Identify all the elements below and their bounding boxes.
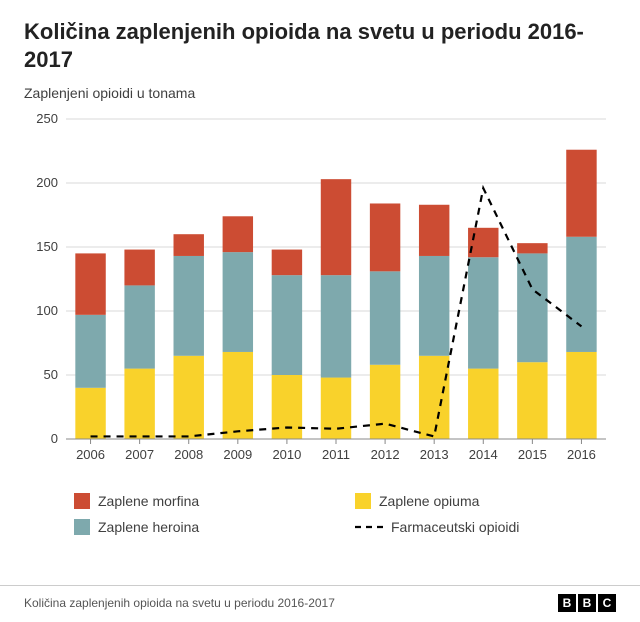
bar-opium-2009 (223, 352, 253, 439)
bar-opium-2007 (124, 369, 154, 439)
svg-text:2013: 2013 (420, 447, 449, 462)
bar-heroin-2012 (370, 271, 400, 364)
bar-heroin-2007 (124, 285, 154, 368)
bar-heroin-2016 (566, 237, 596, 352)
bar-heroin-2013 (419, 256, 449, 356)
legend-label-pharma: Farmaceutski opioidi (391, 519, 519, 535)
bar-morphine-2007 (124, 250, 154, 286)
bar-morphine-2011 (321, 179, 351, 275)
legend-swatch-heroin (74, 519, 90, 535)
bbc-logo-c: C (598, 594, 616, 612)
legend-label-morphine: Zaplene morfina (98, 493, 199, 509)
svg-text:200: 200 (36, 175, 58, 190)
footer: Količina zaplenjenih opioida na svetu u … (0, 585, 640, 622)
svg-text:2015: 2015 (518, 447, 547, 462)
chart-container: Količina zaplenjenih opioida na svetu u … (0, 0, 640, 622)
bbc-logo-b1: B (558, 594, 576, 612)
bar-heroin-2010 (272, 275, 302, 375)
bar-morphine-2012 (370, 203, 400, 271)
bar-morphine-2014 (468, 228, 498, 257)
svg-text:50: 50 (44, 367, 58, 382)
bar-heroin-2014 (468, 257, 498, 368)
svg-text:2010: 2010 (272, 447, 301, 462)
legend-swatch-opium (355, 493, 371, 509)
bar-morphine-2013 (419, 205, 449, 256)
svg-text:2006: 2006 (76, 447, 105, 462)
legend-label-opium: Zaplene opiuma (379, 493, 479, 509)
bar-opium-2008 (174, 356, 204, 439)
bar-morphine-2015 (517, 243, 547, 253)
legend-item-pharma: Farmaceutski opioidi (355, 519, 616, 535)
bar-opium-2016 (566, 352, 596, 439)
bar-opium-2012 (370, 365, 400, 439)
footer-text: Količina zaplenjenih opioida na svetu u … (24, 596, 335, 610)
bar-morphine-2009 (223, 216, 253, 252)
legend-swatch-pharma (355, 519, 383, 535)
chart-svg: 0 50 100 150 200 250 2006 2007 2008 2009 2010 2011 2… (24, 109, 616, 469)
bar-heroin-2011 (321, 275, 351, 377)
chart-title: Količina zaplenjenih opioida na svetu u … (24, 18, 616, 73)
svg-text:2011: 2011 (322, 447, 350, 462)
svg-text:250: 250 (36, 111, 58, 126)
bbc-logo: B B C (558, 594, 616, 612)
svg-text:2016: 2016 (567, 447, 596, 462)
chart-subtitle: Zaplenjeni opioidi u tonama (24, 85, 616, 101)
legend: Zaplene morfina Zaplene opiuma Zaplene her… (74, 493, 616, 535)
bar-opium-2015 (517, 362, 547, 439)
svg-text:2009: 2009 (223, 447, 252, 462)
bar-heroin-2009 (223, 252, 253, 352)
bar-morphine-2008 (174, 234, 204, 256)
svg-text:2014: 2014 (469, 447, 498, 462)
svg-text:2007: 2007 (125, 447, 154, 462)
bar-morphine-2006 (75, 253, 105, 314)
svg-text:100: 100 (36, 303, 58, 318)
svg-text:2012: 2012 (371, 447, 400, 462)
svg-text:0: 0 (51, 431, 58, 446)
bar-heroin-2006 (75, 315, 105, 388)
bbc-logo-b2: B (578, 594, 596, 612)
svg-text:2008: 2008 (174, 447, 203, 462)
legend-label-heroin: Zaplene heroina (98, 519, 199, 535)
bar-morphine-2010 (272, 250, 302, 276)
bar-opium-2011 (321, 378, 351, 439)
legend-item-heroin: Zaplene heroina (74, 519, 335, 535)
bar-morphine-2016 (566, 150, 596, 237)
legend-swatch-morphine (74, 493, 90, 509)
legend-item-opium: Zaplene opiuma (355, 493, 616, 509)
bar-opium-2006 (75, 388, 105, 439)
plot-area: 0 50 100 150 200 250 2006 2007 2008 2009 2010 2011 2… (24, 109, 616, 469)
svg-text:150: 150 (36, 239, 58, 254)
bar-opium-2014 (468, 369, 498, 439)
legend-item-morphine: Zaplene morfina (74, 493, 335, 509)
bar-opium-2013 (419, 356, 449, 439)
bar-heroin-2008 (174, 256, 204, 356)
